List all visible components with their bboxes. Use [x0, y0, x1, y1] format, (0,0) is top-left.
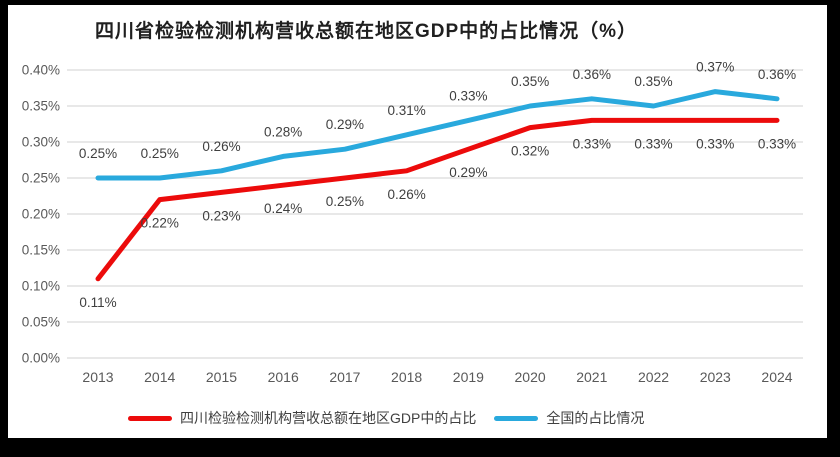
chart-image-frame: 四川省检验检测机构营收总额在地区GDP中的占比情况（%） 0.40% 0.35% 0…	[8, 5, 827, 438]
legend-swatch-blue-line-icon	[494, 415, 539, 421]
y-tick-label: 0.10%	[22, 279, 60, 294]
legend-item-national: 全国的占比情况	[494, 408, 644, 428]
y-tick-label: 0.20%	[22, 207, 60, 222]
data-label: 0.36%	[758, 67, 796, 82]
x-tick-label: 2021	[576, 369, 607, 385]
legend-label-sichuan: 四川检验检测机构营收总额在地区GDP中的占比	[180, 410, 477, 426]
data-label: 0.33%	[634, 136, 672, 151]
data-label: 0.33%	[696, 136, 734, 151]
y-tick-label: 0.25%	[22, 171, 60, 186]
x-tick-label: 2024	[761, 369, 792, 385]
data-label: 0.25%	[326, 194, 364, 209]
data-label: 0.37%	[696, 60, 734, 75]
data-label: 0.23%	[202, 208, 240, 223]
data-label: 0.26%	[202, 139, 240, 154]
x-tick-label: 2017	[329, 369, 360, 385]
x-tick-label: 2014	[144, 369, 175, 385]
legend-item-sichuan: 四川检验检测机构营收总额在地区GDP中的占比	[128, 408, 476, 428]
data-label: 0.24%	[264, 201, 302, 216]
x-tick-label: 2019	[453, 369, 484, 385]
y-tick-label: 0.00%	[22, 351, 60, 366]
x-tick-label: 2022	[638, 369, 669, 385]
x-tick-label: 2015	[206, 369, 237, 385]
data-label: 0.26%	[387, 187, 425, 202]
data-label: 0.25%	[141, 146, 179, 161]
data-label: 0.22%	[141, 216, 179, 231]
legend-label-national: 全国的占比情况	[546, 410, 645, 426]
data-label: 0.11%	[79, 295, 116, 310]
data-label: 0.31%	[387, 103, 425, 118]
y-tick-label: 0.05%	[22, 315, 60, 330]
x-tick-label: 2018	[391, 369, 422, 385]
data-label: 0.29%	[449, 165, 487, 180]
chart-title: 四川省检验检测机构营收总额在地区GDP中的占比情况（%）	[95, 21, 638, 42]
x-tick-label: 2020	[515, 369, 546, 385]
data-label: 0.33%	[758, 136, 796, 151]
x-tick-label: 2016	[268, 369, 299, 385]
chart-legend: 四川检验检测机构营收总额在地区GDP中的占比 全国的占比情况	[128, 408, 827, 428]
data-label: 0.35%	[634, 74, 672, 89]
line-chart-canvas: 0.40% 0.35% 0.30% 0.25% 0.20% 0.15% 0.10% 0.05%…	[22, 60, 803, 385]
data-label: 0.32%	[511, 144, 549, 159]
data-label: 0.33%	[449, 88, 487, 103]
data-label: 0.29%	[326, 117, 364, 132]
series-line-1	[95, 89, 780, 181]
y-tick-label: 0.30%	[22, 135, 60, 150]
x-tick-label: 2023	[700, 369, 731, 385]
data-label: 0.35%	[511, 74, 549, 89]
data-label: 0.25%	[79, 146, 117, 161]
series-line-0	[95, 117, 780, 282]
y-tick-label: 0.15%	[22, 243, 60, 258]
y-tick-label: 0.35%	[22, 99, 60, 114]
data-label: 0.33%	[573, 136, 611, 151]
data-label: 0.36%	[573, 67, 611, 82]
y-tick-label: 0.40%	[22, 63, 60, 78]
x-tick-label: 2013	[82, 369, 113, 385]
legend-swatch-red-line-icon	[128, 415, 172, 421]
data-label: 0.28%	[264, 124, 302, 139]
